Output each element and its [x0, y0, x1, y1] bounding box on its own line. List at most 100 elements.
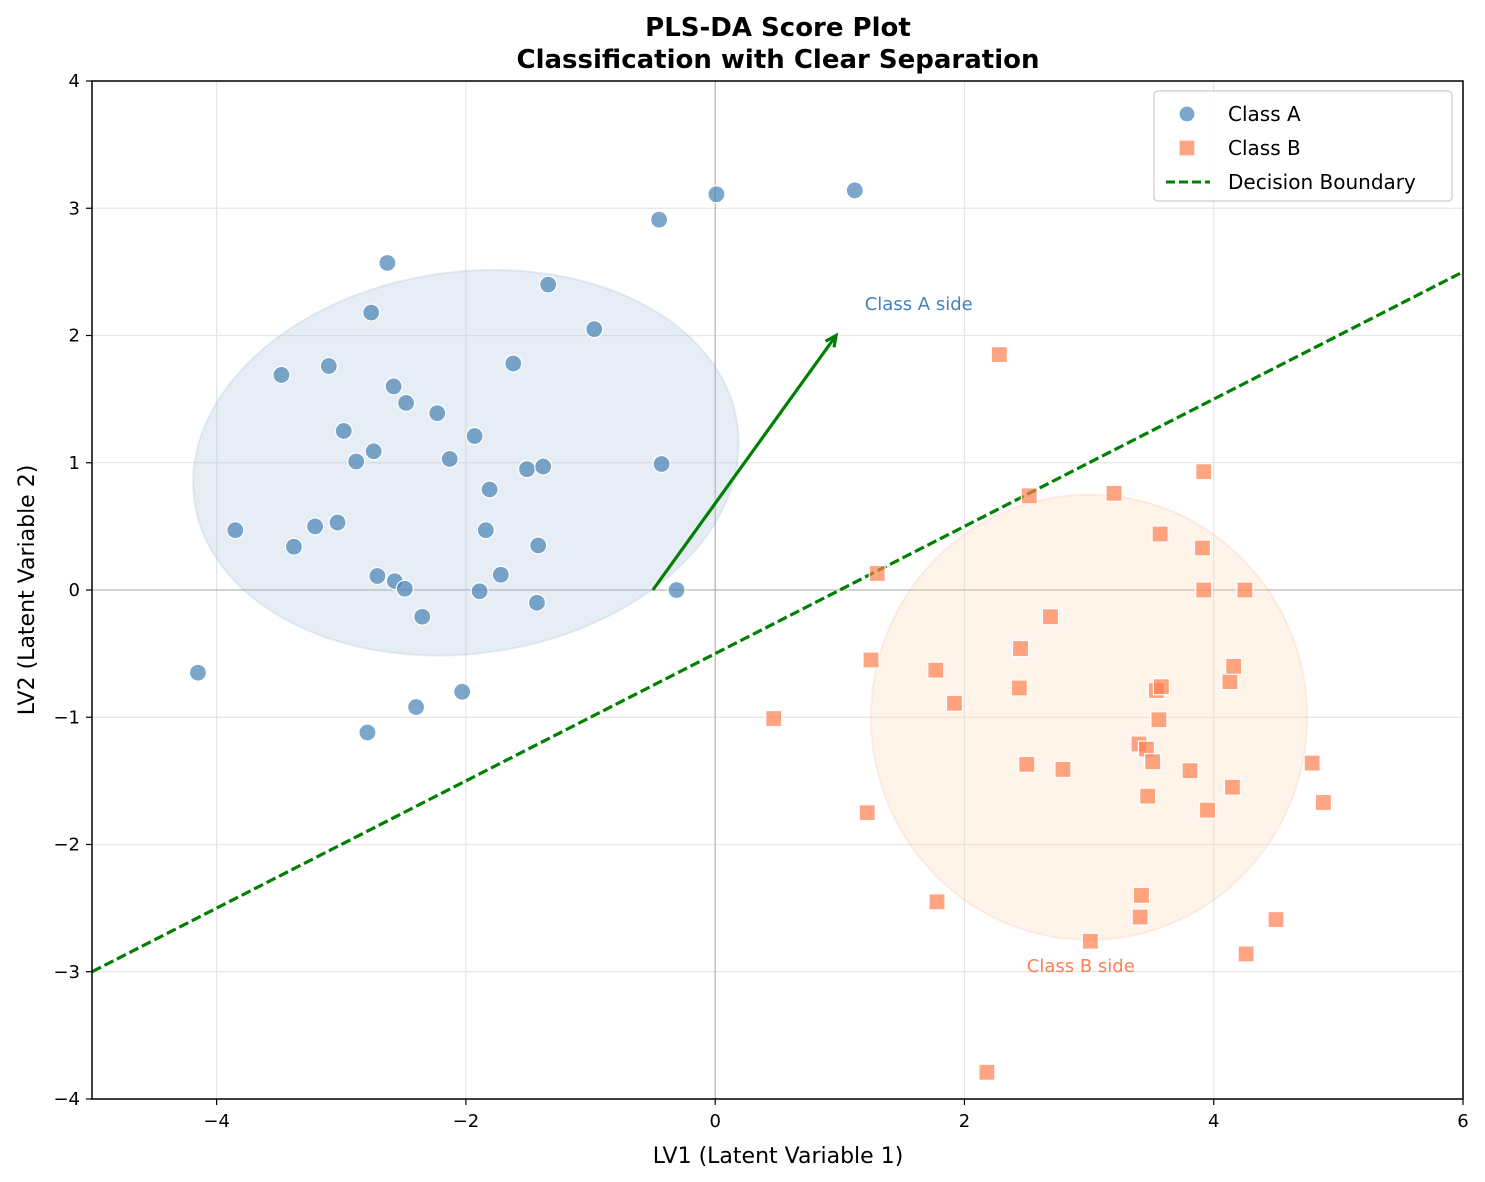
class-b-point — [1151, 525, 1169, 543]
class-b-point — [928, 893, 946, 911]
class-a-point — [226, 521, 245, 540]
x-tick-label: −2 — [453, 1111, 480, 1132]
y-tick-label: −3 — [53, 962, 80, 983]
class-a-point — [305, 517, 325, 536]
class-b-point — [1314, 793, 1333, 812]
y-tick-label: 1 — [69, 453, 80, 474]
legend-marker-class-a — [1178, 105, 1196, 123]
class-b-point — [1054, 760, 1072, 779]
class-a-point — [465, 426, 484, 446]
class-b-point — [1195, 581, 1213, 599]
class-a-point — [334, 421, 353, 441]
class-b-point — [1020, 487, 1038, 505]
class-a-point — [491, 565, 510, 584]
class-a-point — [480, 480, 499, 499]
class-a-point — [428, 404, 447, 423]
class-a-point — [453, 682, 472, 701]
plot-area: Class A side Class B side −4 −2 0 2 4 6 −4 −3 −2 −1… — [53, 71, 1468, 1132]
direction-arrow-head — [824, 332, 839, 348]
direction-arrow-shaft — [651, 334, 838, 591]
confidence-ellipse-class-b — [869, 493, 1309, 941]
class-b-point — [927, 661, 945, 679]
class-a-point — [395, 579, 414, 598]
y-tick-label: −2 — [53, 835, 80, 856]
class-a-point — [328, 513, 347, 532]
y-tick-label: 2 — [69, 326, 80, 347]
y-axis-label: LV2 (Latent Variable 2) — [15, 465, 40, 716]
class-b-point — [1011, 639, 1030, 658]
y-tick-label: 4 — [69, 71, 80, 92]
class-b-point — [1150, 711, 1168, 729]
class-b-point — [1041, 608, 1060, 626]
legend-label-boundary: Decision Boundary — [1228, 170, 1416, 194]
legend-frame — [1153, 90, 1453, 202]
legend: Class A Class B Decision Boundary — [1153, 90, 1453, 202]
x-tick-label: −4 — [203, 1111, 230, 1132]
legend-marker-class-b — [1178, 139, 1196, 157]
class-b-point — [1223, 778, 1242, 796]
class-b-point — [1139, 787, 1157, 805]
class-b-point — [868, 564, 886, 583]
y-tick-label: 3 — [69, 198, 80, 219]
class-b-point — [1181, 762, 1199, 780]
class-b-point — [765, 709, 783, 728]
x-axis-label: LV1 (Latent Variable 1) — [653, 1144, 904, 1169]
class-b-point — [1236, 581, 1254, 599]
x-tick-label: 0 — [709, 1111, 720, 1132]
annotation-class-a-side: Class A side — [865, 294, 973, 315]
class-a-point — [319, 356, 338, 376]
class-b-point — [990, 345, 1008, 364]
decision-boundary-line — [92, 270, 1463, 974]
class-b-point — [1225, 657, 1243, 675]
class-a-point — [529, 536, 548, 555]
class-b-point — [1132, 886, 1151, 905]
class-b-point — [1081, 932, 1099, 950]
class-a-point — [470, 582, 489, 601]
class-a-point — [667, 580, 686, 600]
class-b-point — [1303, 754, 1321, 772]
class-a-point — [440, 449, 459, 469]
class-b-point — [1105, 484, 1123, 502]
class-a-point — [585, 320, 604, 339]
class-b-point — [978, 1063, 996, 1081]
class-a-point — [527, 593, 547, 612]
class-a-point — [649, 210, 669, 229]
class-b-point — [1193, 539, 1212, 557]
class-a-point — [284, 537, 304, 556]
annotation-class-b-side: Class B side — [1027, 956, 1135, 977]
class-b-point — [1221, 673, 1239, 691]
class-b-point — [1010, 679, 1028, 697]
class-b-point — [1267, 910, 1285, 929]
y-tick-label: 0 — [69, 580, 80, 601]
class-b-point — [1198, 801, 1217, 819]
class-a-point — [368, 566, 387, 586]
class-b-point — [1195, 463, 1213, 481]
class-b-point — [945, 694, 964, 712]
y-tick-label: −1 — [53, 707, 80, 728]
class-a-point — [413, 607, 432, 626]
x-tick-label: 2 — [959, 1111, 970, 1132]
class-a-point — [707, 185, 726, 204]
class-a-point — [358, 723, 377, 742]
class-b-point — [858, 804, 876, 822]
class-a-point — [347, 452, 366, 471]
class-a-point — [188, 663, 208, 682]
legend-label-class-a: Class A — [1228, 102, 1301, 126]
class-a-point — [378, 253, 397, 273]
class-a-point — [396, 393, 416, 413]
class-b-point — [1131, 908, 1149, 926]
x-tick-label: 4 — [1208, 1111, 1219, 1132]
chart-title-line2: Classification with Clear Separation — [517, 45, 1040, 75]
class-a-point — [534, 457, 553, 476]
y-tick-label: −4 — [53, 1089, 80, 1110]
class-b-point — [1237, 945, 1255, 963]
chart-title-line1: PLS-DA Score Plot — [645, 13, 911, 43]
class-a-point — [384, 377, 403, 396]
class-a-point — [362, 303, 381, 322]
class-a-point — [364, 442, 383, 461]
class-a-point — [539, 275, 558, 294]
class-a-point — [272, 365, 291, 385]
class-a-point — [476, 521, 495, 540]
class-b-point — [1018, 755, 1036, 773]
